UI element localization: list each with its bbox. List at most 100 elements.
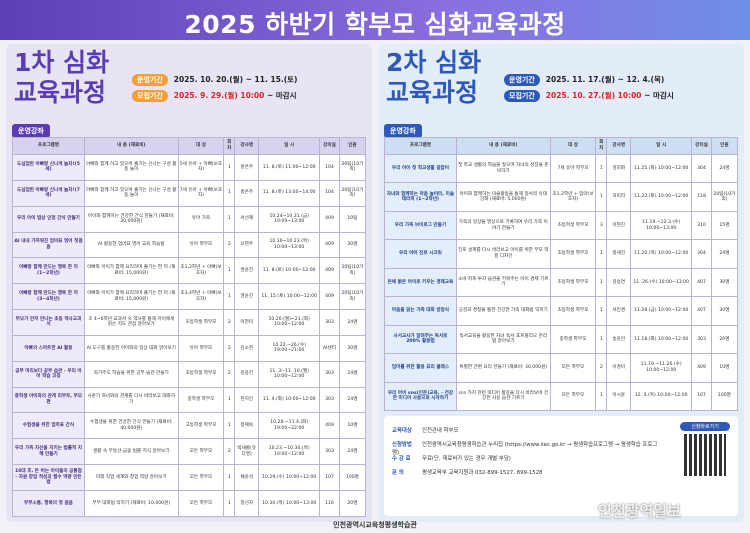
cell: 1 — [595, 324, 608, 355]
cell: 20팀(10가족) — [338, 257, 367, 285]
info-label: 수 강 료 — [392, 456, 411, 462]
cell: 아빠의 스마트한 AI 활용 — [12, 334, 85, 362]
cell: 초등학생 학부모 — [177, 360, 225, 388]
row: AI 내내 가까워진 엄마표 영어 첫걸음 AI 활용한 엄마표 영어 교육 학습… — [12, 231, 367, 259]
info-value: 인천광역시교육청평생학습관 누리집 (https://www.iiec.go.k… — [392, 442, 658, 456]
cell: 10.16~10.23.(목) 10:00~13:00 — [258, 231, 321, 259]
cell: 11.28.(금) 10:00~12:00 — [630, 296, 693, 326]
cell: 20팀(10가족) — [338, 283, 367, 311]
cell: 10.22.~26.(수) 19:00~21:00 — [258, 334, 321, 362]
column-header: 인원 — [338, 137, 367, 155]
column-header: 대 상 — [177, 137, 225, 155]
cell: 303 — [319, 438, 340, 466]
row: 도심업된 아빠랑 신나게 놀자!(7세) 아빠와 함께 하고 있으며 즐기는 신나… — [12, 179, 367, 207]
row: 도심업된 아빠랑 신나게 놀자!(5세) 아빠와 함께 하고 있으며 즐기는 신나… — [12, 154, 367, 181]
cell: 유아 학부모 — [177, 231, 225, 259]
column-header: 내 용 (재료비) — [455, 137, 551, 155]
row: 아빠랑 함께 만드는 행복 한 끼 (3~4학년) 아빠와 아이가 함께 요리하며… — [12, 283, 367, 311]
cell: 20팀(10가족) — [710, 182, 739, 212]
cell: 부모가 먼저 만나는 초등 역사교과서 — [12, 309, 85, 336]
cell: 정혜숙 — [234, 412, 260, 440]
cell: 24명 — [710, 153, 739, 184]
cell: 118 — [691, 182, 712, 212]
row: 우리 아이 진로 시크릿 진로 설계를 다시 바라보고 아이를 위한 부모 역할 … — [384, 239, 739, 269]
column-header: 강의실 — [319, 137, 340, 155]
cell: 모든 학부모 — [177, 438, 225, 466]
cell: 1 — [595, 296, 608, 326]
cell: 홍은주 — [234, 154, 260, 181]
row: 아빠랑 함께 만드는 행복 한 끼 (1~2학년) 아빠와 아이가 함께 요리하며… — [12, 257, 367, 285]
cell: 30명 — [338, 231, 367, 259]
cell: 10.20.(월)~21.(화) 10:00~12:00 — [258, 309, 321, 336]
cell: 11. 8.(토) 10:00~12:00 — [258, 257, 321, 285]
cell: 생활 속 부동산·금융 법률 지식 알아보기 — [83, 438, 179, 466]
qr-label: 신청바로가기 — [680, 422, 730, 431]
cell: 10명 — [338, 412, 367, 440]
cell: 30명 — [338, 334, 367, 362]
header-row: 프로그램명 내 용 (재료비) 대 상 회차 강사명 일 시 강의실 인원 — [384, 137, 739, 155]
cell: 박새롬(유다영) — [234, 438, 260, 466]
cell: 7세 유아 + 아빠(보호자) — [177, 179, 225, 207]
column-header: 대 상 — [549, 137, 597, 155]
cell: 수험생을 위한 건강한 간식 만들기 (재료비: 40,000원) — [83, 412, 179, 440]
cell: 1 — [223, 386, 236, 414]
row: 사서교사가 알려주는 독서로 200% 활용법 독서교육을 활용한 자녀 독서 포… — [384, 324, 739, 355]
cell: 초등학생 학부모 — [177, 309, 225, 336]
cell: 초1,2학년 + 아빠(보호자) — [177, 257, 225, 285]
section-label: 운영강좌 — [12, 124, 50, 138]
cell: 24명 — [710, 239, 739, 269]
column-header: 내 용 (재료비) — [83, 137, 179, 155]
cell: 1 — [595, 267, 608, 298]
cell: 303 — [319, 360, 340, 388]
cell: 11.20.(목) 10:00~12:00 — [630, 239, 693, 269]
row: 우리 가족 자산을 지키는 법률적 지혜 만들기 생활 속 부동산·금융 법률 지… — [12, 438, 367, 466]
row: 10대 후, 돈 버는 아이들의 공통점 - 자원 창업 적성과 필수 역량 만… — [12, 464, 367, 491]
cell: AI 내내 가까워진 엄마표 영어 첫걸음 — [12, 231, 85, 259]
cell: 마음을 읽는 가족 대화 방정식 — [384, 296, 457, 326]
cell: 11. 26.(수) 10:00~13:00 — [630, 267, 693, 298]
cell: 1 — [223, 257, 236, 285]
schedule: 운영기간 2025. 10. 20.(월) ~ 11. 15.(토) — [132, 74, 297, 86]
cell: 사춘기 자녀와의 관계를 다시 바라보고 대화하기 — [83, 386, 179, 414]
cell: 104 — [319, 179, 340, 207]
cell: 304 — [691, 153, 712, 184]
row: 부모가 먼저 만나는 초등 역사교과서 초 4~6학년 교과서 속 역사를 통해 … — [12, 309, 367, 336]
cell: 303 — [319, 386, 340, 414]
cell: 우리 아이 밥상 인정 간식 만들기 — [12, 205, 85, 233]
cell: 2 — [223, 438, 236, 466]
cell: 1 — [223, 283, 236, 311]
cell: 24명 — [338, 360, 367, 388]
cell: 11. 15.(토) 10:00~12:00 — [258, 283, 321, 311]
cell: 310 — [691, 210, 712, 241]
cell: 초1,2학년 + 엄마(보호자) — [549, 182, 597, 212]
cell: 수험생을 위한 엄마표 간식 — [12, 412, 85, 440]
cell: 100명 — [338, 464, 367, 491]
cell: 유아 학부모 — [177, 334, 225, 362]
cell: 정선자 — [234, 489, 260, 517]
info-label: 문 의 — [392, 470, 404, 476]
header-row: 프로그램명 내 용 (재료비) 대 상 회차 강사명 일 시 강의실 인원 — [12, 137, 367, 155]
row: 엄마를 위한 활용 요리 클래스 특별한 간편 요리 만들기 (재료비: 30,0… — [384, 353, 739, 383]
qr-box: 신청바로가기 — [680, 422, 730, 479]
cell: 20팀(10가족) — [338, 154, 367, 181]
cell: 홍은주 — [234, 179, 260, 207]
cell: 10.24~10.31.(금) 10:00~13:00 — [258, 205, 321, 233]
cell: 1 — [223, 464, 236, 491]
cell: 15명 — [710, 210, 739, 241]
column-header: 회차 — [595, 137, 608, 155]
panel-title: 1차 심화 교육과정 — [14, 48, 110, 107]
panel: 1차 심화 교육과정 운영기간 2025. 10. 20.(월) ~ 11. 15.… — [6, 44, 372, 522]
cell: 10팀 — [338, 205, 367, 233]
cell: 도심업된 아빠랑 신나게 놀자!(7세) — [12, 179, 85, 207]
cell: 11.19.~11.26.(수) 10:00~12:00 — [630, 353, 693, 383]
cell: AI 도구를 활용한 아이와의 일상 대화 알아보기 — [83, 334, 179, 362]
cell: AI 활용한 엄마표 영어 교육 학습법 — [83, 231, 179, 259]
cell: 아빠와 함께 하고 있으며 즐기는 신나는 구성 활동 놀이 — [83, 179, 179, 207]
recruit-label: 모집기간 — [132, 90, 168, 102]
cell: 30명 — [710, 296, 739, 326]
cell: 24명 — [338, 309, 367, 336]
recruit-date: 2025. 9. 29.(월) 10:00 — [173, 91, 265, 100]
cell: 이현진 — [606, 210, 632, 241]
cell: 아이와 함께하는 미술활동을 통해 정서적 유대 강화 (재료비: 5,000원… — [455, 182, 551, 212]
cell: 초등학생 학부모 — [549, 210, 597, 241]
